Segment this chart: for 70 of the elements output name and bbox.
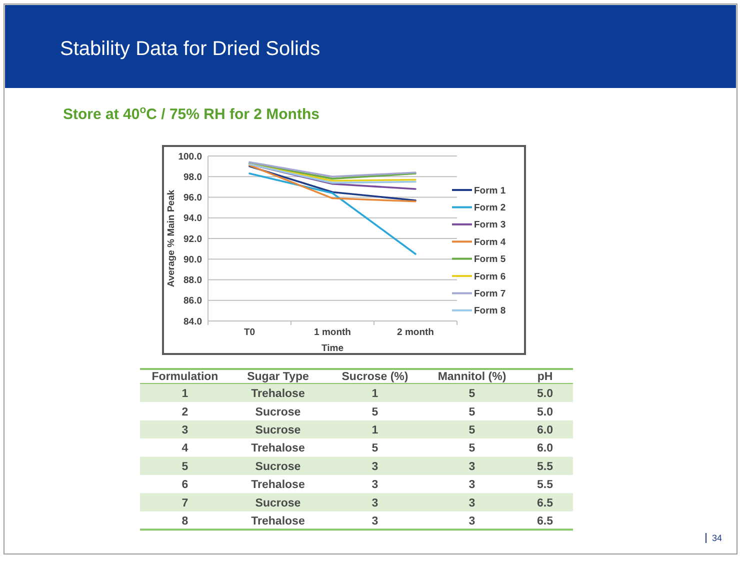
y-tick-label: 90.0 bbox=[184, 254, 202, 266]
y-tick-label: 98.0 bbox=[184, 172, 202, 183]
x-tick-label: pH bbox=[537, 371, 553, 383]
legend-label: Form 8 bbox=[474, 306, 506, 317]
y-axis-title: Formulation bbox=[152, 371, 218, 383]
y-tick-label: 2 bbox=[182, 406, 188, 418]
text: 3 bbox=[372, 516, 378, 528]
y-tick-label: 84.0 bbox=[184, 316, 202, 328]
x-tick-label: 2 month bbox=[397, 327, 434, 338]
legend-label: Form 2 bbox=[474, 202, 506, 214]
text: 3 bbox=[372, 479, 378, 492]
legend-label: Form 6 bbox=[474, 271, 506, 282]
y-tick-label: 86.0 bbox=[184, 296, 202, 307]
text: 5 bbox=[468, 442, 476, 455]
y-tick-label: 3 bbox=[182, 424, 188, 437]
x-tick-label: 1 month bbox=[314, 327, 352, 338]
y-axis-title: Average % Main Peak bbox=[166, 189, 177, 288]
text: Trehalose bbox=[251, 442, 305, 455]
category-label: 5 bbox=[468, 388, 476, 400]
text: 6.0 bbox=[537, 424, 553, 437]
text: 6.5 bbox=[537, 516, 553, 528]
text: 5.0 bbox=[537, 388, 553, 400]
text: 5.0 bbox=[537, 406, 553, 418]
text: 5 bbox=[372, 442, 378, 455]
chart-subtitle: Store at 40$^{o}$C / 75% RH for 2 Months bbox=[63, 104, 320, 123]
y-tick-label: 96.0 bbox=[184, 192, 202, 204]
text: 5 bbox=[468, 406, 476, 418]
y-tick-label: 92.0 bbox=[184, 234, 202, 245]
legend-label: Form 4 bbox=[474, 236, 506, 248]
text: 1 bbox=[372, 424, 378, 437]
x-tick-label: T0 bbox=[244, 327, 256, 338]
text: Sucrose bbox=[255, 406, 301, 418]
y-tick-label: 100.0 bbox=[178, 151, 202, 162]
text: 5.5 bbox=[537, 460, 553, 473]
text: Trehalose bbox=[251, 516, 305, 528]
text: 6.5 bbox=[537, 497, 553, 510]
chart-title: Stability Data for Dried Solids bbox=[60, 38, 320, 60]
text: 5 bbox=[468, 424, 476, 437]
text: 6.0 bbox=[537, 442, 553, 455]
text: 1 bbox=[372, 388, 378, 400]
legend-label: Form 7 bbox=[474, 288, 506, 300]
text: Trehalose bbox=[251, 479, 305, 492]
y-tick-label: 8 bbox=[182, 516, 189, 528]
text: Trehalose bbox=[251, 388, 305, 400]
text: 3 bbox=[372, 460, 378, 473]
text: 3 bbox=[468, 516, 476, 528]
text: 3 bbox=[468, 460, 476, 473]
legend-label: Form 1 bbox=[474, 185, 506, 196]
text: 3 bbox=[372, 497, 378, 510]
text: 3 bbox=[468, 497, 476, 510]
y-tick-label: 4 bbox=[182, 442, 189, 455]
text: Sucrose bbox=[255, 424, 301, 437]
text: 3 bbox=[468, 479, 476, 492]
text: Sucrose bbox=[255, 497, 301, 510]
legend-label: Form 3 bbox=[474, 220, 506, 231]
y-tick-label: 1 bbox=[182, 388, 189, 400]
legend-label: Form 5 bbox=[474, 254, 506, 266]
y-tick-label: 5 bbox=[182, 460, 189, 473]
y-tick-label: 6 bbox=[182, 479, 188, 492]
text: 34 bbox=[712, 533, 722, 543]
text: 5.5 bbox=[537, 479, 553, 492]
x-axis-title: Time bbox=[321, 343, 344, 354]
x-tick-label: Sucrose (%) bbox=[342, 371, 408, 383]
y-tick-label: 88.0 bbox=[184, 275, 202, 286]
y-tick-label: 94.0 bbox=[184, 213, 202, 224]
text: 5 bbox=[372, 406, 378, 418]
y-tick-label: 7 bbox=[182, 497, 188, 510]
x-tick-label: Sugar Type bbox=[247, 371, 309, 383]
x-tick-label: Mannitol (%) bbox=[438, 371, 506, 383]
text: Sucrose bbox=[255, 460, 301, 473]
